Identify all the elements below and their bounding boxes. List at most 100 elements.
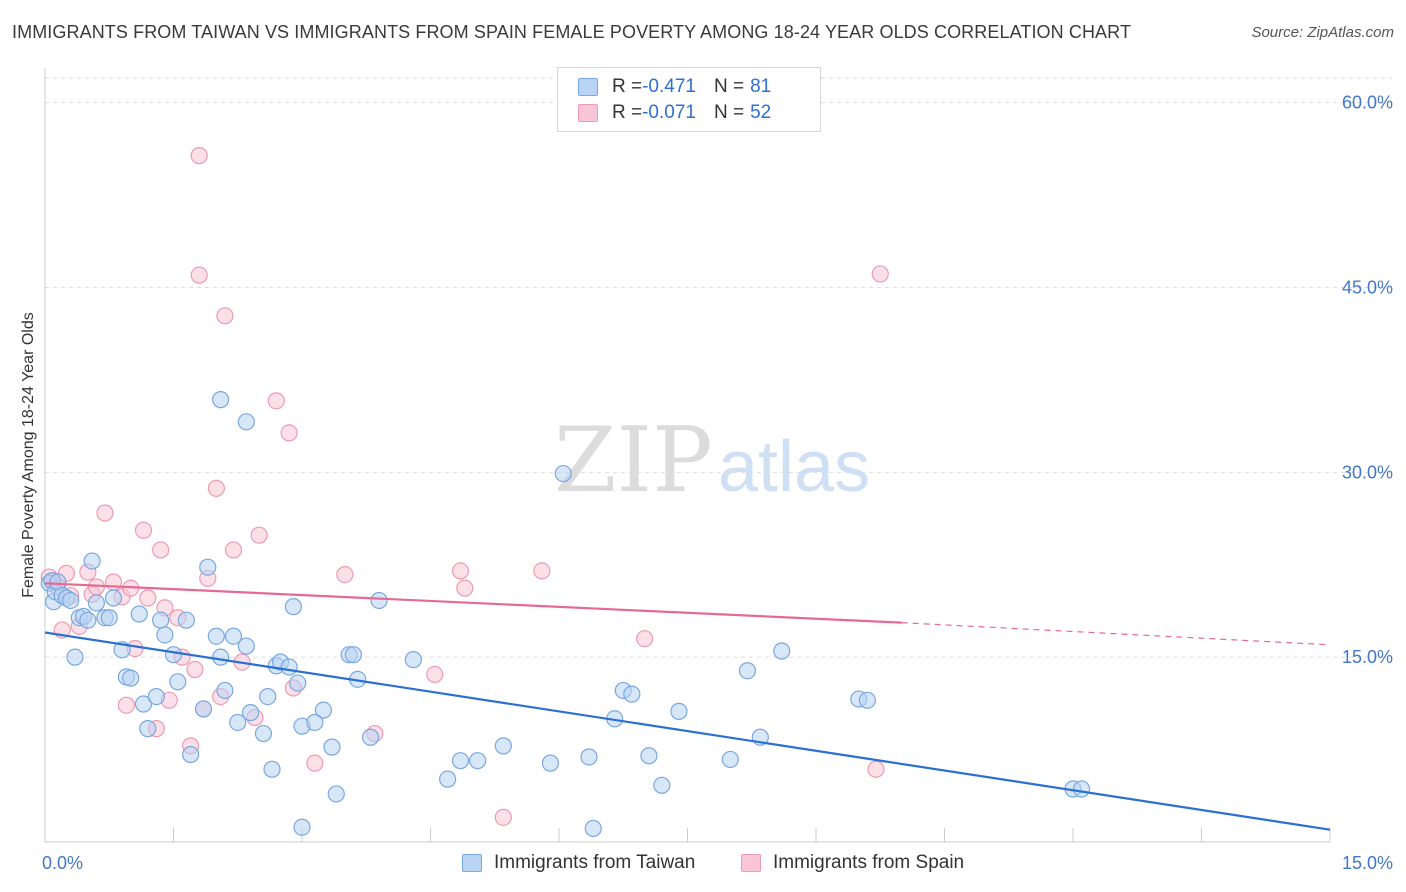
spain-point xyxy=(139,589,157,607)
taiwan-point xyxy=(773,642,791,660)
taiwan-point xyxy=(541,754,560,772)
x-tick-label: 0.0% xyxy=(42,853,83,873)
taiwan-point xyxy=(289,674,307,692)
taiwan-trend-line xyxy=(44,631,1331,831)
spain-point xyxy=(456,579,474,597)
spain-trend-extension xyxy=(901,622,1331,646)
r-label: R = xyxy=(612,102,643,123)
spain-point xyxy=(306,754,324,772)
spain-point xyxy=(280,424,298,442)
taiwan-point xyxy=(580,748,598,766)
taiwan-point xyxy=(139,720,157,738)
taiwan-point xyxy=(721,750,739,769)
taiwan-point xyxy=(237,413,255,431)
legend-label-spain: Immigrants from Spain xyxy=(773,852,965,873)
taiwan-point xyxy=(104,589,123,607)
taiwan-point xyxy=(314,701,333,719)
taiwan-point xyxy=(263,760,281,778)
legend-item-taiwan: Immigrants from Taiwan xyxy=(462,852,695,874)
taiwan-point xyxy=(147,687,165,706)
taiwan-point xyxy=(254,724,273,743)
taiwan-point xyxy=(177,611,195,629)
spain-point xyxy=(207,479,225,497)
spain-point xyxy=(96,504,114,522)
taiwan-point xyxy=(323,738,341,756)
taiwan-point xyxy=(280,658,298,676)
legend-item-spain: Immigrants from Spain xyxy=(741,852,964,874)
taiwan-point xyxy=(100,609,118,627)
watermark-atlas: atlas xyxy=(718,427,870,507)
taiwan-point xyxy=(327,785,345,803)
y-axis-label: Female Poverty Among 18-24 Year Olds xyxy=(20,312,37,598)
spain-point xyxy=(494,808,512,826)
taiwan-point xyxy=(212,648,230,666)
taiwan-point xyxy=(584,819,602,838)
legend-label-taiwan: Immigrants from Taiwan xyxy=(494,852,696,873)
n-value: 81 xyxy=(750,76,772,97)
spain-trend-line xyxy=(44,582,902,624)
watermark: ZIP atlas xyxy=(554,408,870,513)
taiwan-point xyxy=(653,776,671,794)
taiwan-point xyxy=(284,598,303,616)
taiwan-point xyxy=(199,558,217,576)
series-legend: Immigrants from Taiwan Immigrants from S… xyxy=(0,852,1406,878)
taiwan-point xyxy=(156,626,174,644)
legend-row-spain: R = -0.071 N = 52 xyxy=(578,101,771,125)
taiwan-point xyxy=(164,646,183,664)
taiwan-point xyxy=(130,605,148,623)
taiwan-point xyxy=(182,745,200,764)
spain-point xyxy=(216,307,234,325)
taiwan-point xyxy=(242,704,260,722)
taiwan-point xyxy=(554,464,572,483)
watermark-zip: ZIP xyxy=(554,408,713,513)
taiwan-point xyxy=(216,681,234,700)
spain-point xyxy=(867,760,885,778)
taiwan-point xyxy=(229,713,247,732)
spain-point xyxy=(533,562,551,580)
taiwan-point xyxy=(83,552,101,570)
spain-point xyxy=(250,526,268,544)
spain-point xyxy=(152,541,170,559)
taiwan-point xyxy=(404,651,422,669)
taiwan-point xyxy=(344,646,362,664)
y-tick-label: 60.0% xyxy=(1342,93,1393,113)
taiwan-swatch xyxy=(578,78,598,96)
n-value: 52 xyxy=(750,102,772,123)
correlation-legend: R = -0.471 N = 81 R = -0.071 N = 52 xyxy=(557,67,821,132)
spain-point xyxy=(636,630,654,648)
taiwan-point xyxy=(439,770,457,788)
taiwan-point xyxy=(207,627,225,645)
taiwan-point xyxy=(306,713,324,732)
x-tick-label: 15.0% xyxy=(1342,853,1393,873)
taiwan-point xyxy=(469,752,487,770)
spain-point xyxy=(871,265,889,283)
spain-point xyxy=(426,665,444,684)
taiwan-point xyxy=(212,391,230,409)
spain-point xyxy=(190,147,208,165)
spain-swatch xyxy=(741,854,761,872)
taiwan-point xyxy=(640,747,658,765)
taiwan-point xyxy=(152,611,170,629)
taiwan-point xyxy=(1072,780,1091,798)
chart-source: Source: ZipAtlas.com xyxy=(1251,24,1394,41)
tick-labels: 15.0% 30.0% 45.0% 60.0% 0.0% 15.0% xyxy=(42,93,1393,873)
taiwan-point xyxy=(79,611,97,629)
taiwan-point xyxy=(169,673,187,691)
taiwan-point xyxy=(122,669,140,687)
taiwan-point xyxy=(134,695,153,713)
taiwan-point xyxy=(259,687,277,706)
spain-point xyxy=(186,660,204,679)
taiwan-point xyxy=(738,662,757,680)
chart-title: IMMIGRANTS FROM TAIWAN VS IMMIGRANTS FRO… xyxy=(12,22,1132,42)
spain-point xyxy=(117,696,135,714)
spain-swatch xyxy=(578,104,598,122)
spain-point xyxy=(267,392,285,410)
spain-point xyxy=(134,521,153,539)
grid-lines xyxy=(45,77,1392,658)
spain-point xyxy=(190,266,208,284)
taiwan-point xyxy=(237,637,255,655)
taiwan-swatch xyxy=(462,854,482,872)
n-label: N = xyxy=(713,102,745,123)
trend-lines xyxy=(44,582,1331,831)
y-tick-label: 45.0% xyxy=(1342,277,1393,297)
